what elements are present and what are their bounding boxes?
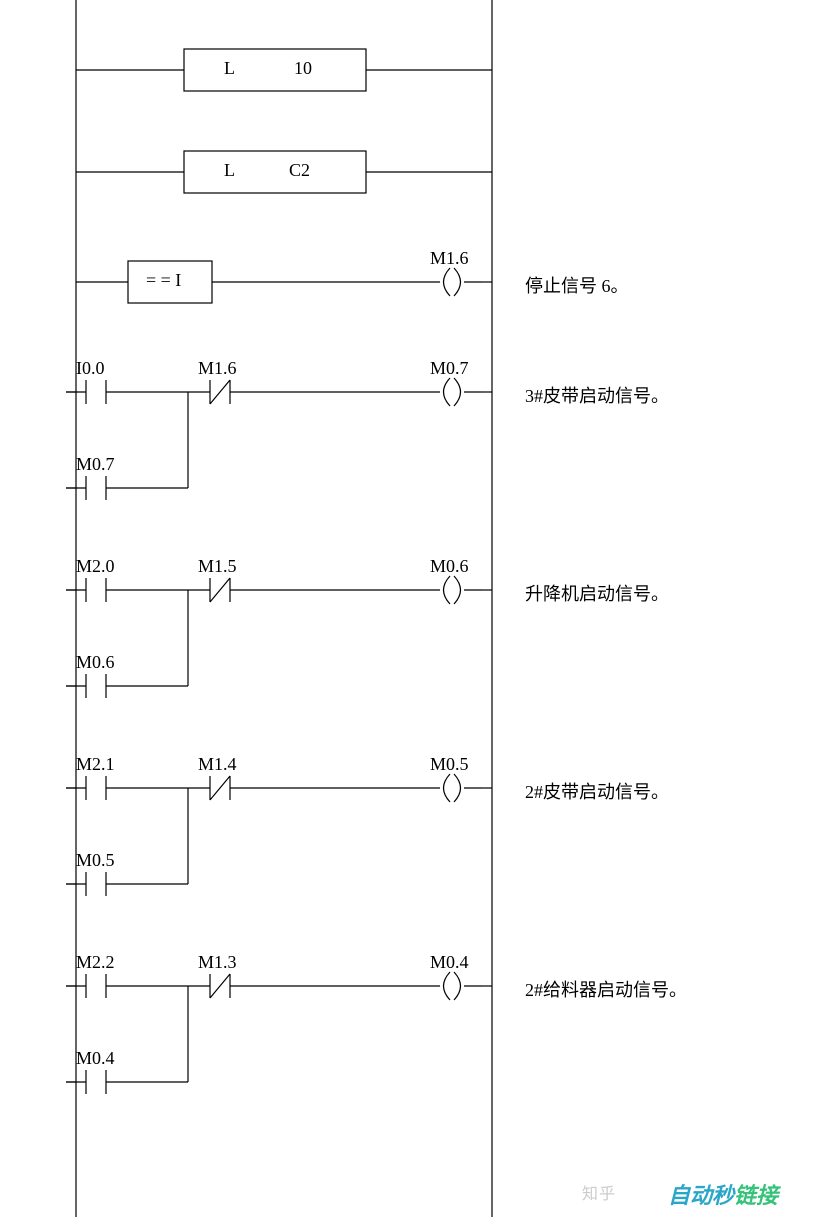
contact-label: M2.1: [76, 754, 115, 775]
coil-label: M1.6: [430, 248, 469, 269]
contact-label: M0.6: [76, 652, 115, 673]
box-val: C2: [289, 160, 310, 181]
coil-label: M0.4: [430, 952, 469, 973]
contact-label: M1.6: [198, 358, 237, 379]
rung-comment: 2#给料器启动信号。: [525, 976, 687, 1002]
contact-label: M2.0: [76, 556, 115, 577]
contact-label: I0.0: [76, 358, 105, 379]
footer-tag: 自动秒链接: [668, 1178, 778, 1210]
compare-box: = = I: [146, 270, 181, 291]
box-op: L: [224, 160, 235, 181]
rung-comment: 3#皮带启动信号。: [525, 382, 669, 408]
ladder-diagram: [0, 0, 828, 1217]
contact-label: M0.4: [76, 1048, 115, 1069]
coil-label: M0.6: [430, 556, 469, 577]
rung-comment: 升降机启动信号。: [525, 580, 669, 606]
contact-label: M0.7: [76, 454, 115, 475]
contact-label: M2.2: [76, 952, 115, 973]
footer-part-2: 链接: [734, 1183, 778, 1208]
coil-label: M0.5: [430, 754, 469, 775]
box-val: 10: [294, 58, 312, 79]
rung-comment: 2#皮带启动信号。: [525, 778, 669, 804]
contact-label: M0.5: [76, 850, 115, 871]
rung-comment: 停止信号 6。: [525, 272, 629, 298]
watermark: 知乎: [582, 1180, 616, 1204]
contact-label: M1.5: [198, 556, 237, 577]
contact-label: M1.4: [198, 754, 237, 775]
box-op: L: [224, 58, 235, 79]
contact-label: M1.3: [198, 952, 237, 973]
coil-label: M0.7: [430, 358, 469, 379]
footer-part-1: 自动秒: [668, 1183, 734, 1208]
